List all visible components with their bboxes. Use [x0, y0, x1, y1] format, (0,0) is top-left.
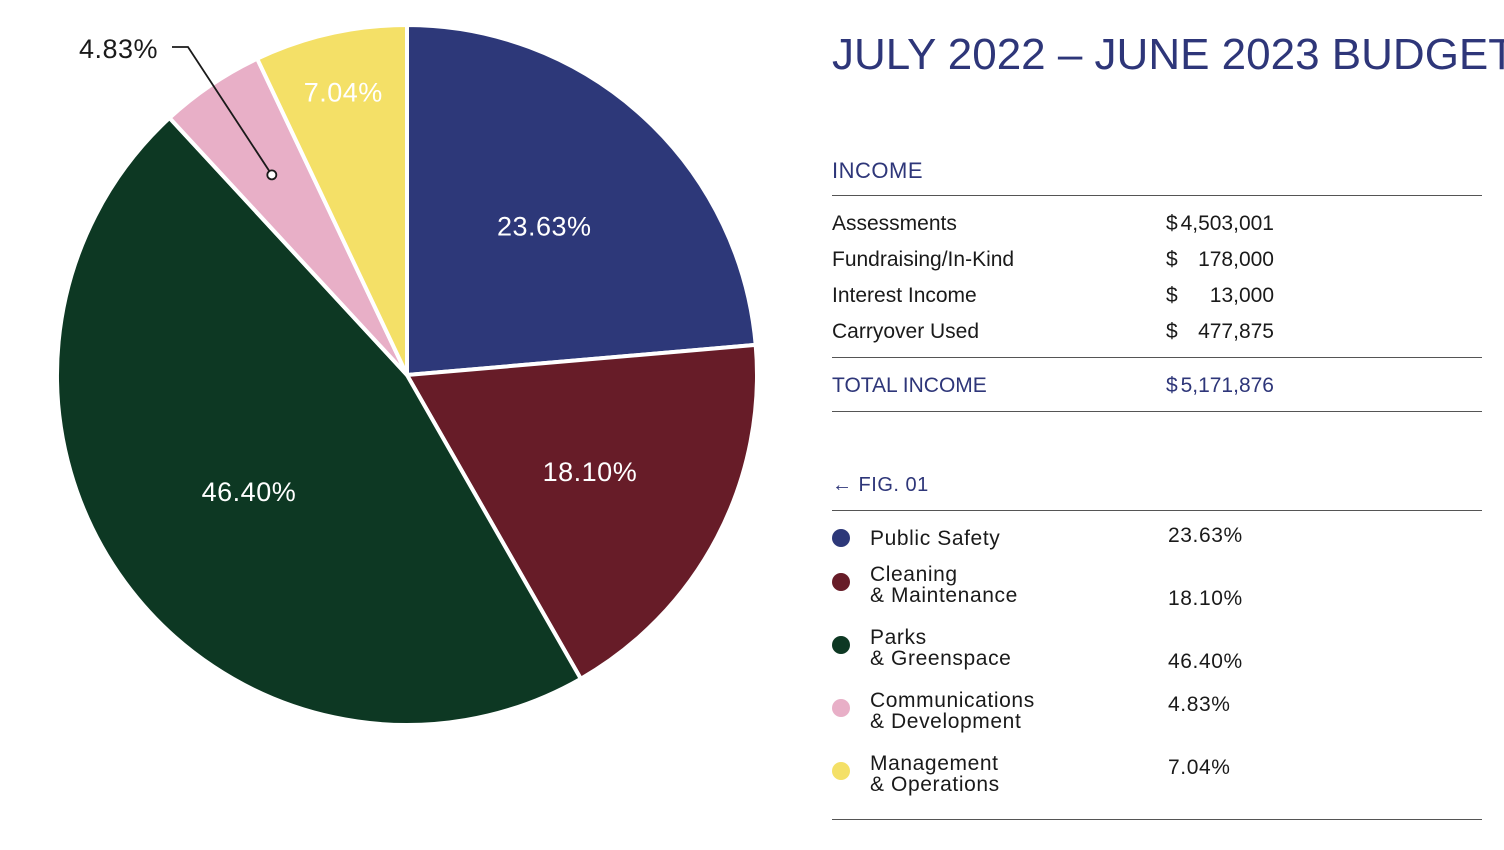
income-row: Assessments $ 4,503,001: [832, 212, 1482, 242]
legend-bottom-divider: [832, 819, 1482, 820]
income-top-divider: [832, 195, 1482, 196]
pie-chart: 23.63% 18.10% 46.40% 4.83% 7.04%: [55, 23, 759, 727]
income-row-amount: 178,000: [1198, 248, 1274, 271]
income-row: Fundraising/In-Kind $ 178,000: [832, 248, 1482, 278]
income-heading: INCOME: [832, 158, 923, 183]
pie-label-public-safety: 23.63%: [497, 211, 592, 241]
income-row: Carryover Used $ 477,875: [832, 320, 1482, 350]
pie-slice-cleaning-maintenance: [405, 342, 759, 681]
income-row-label: Assessments: [832, 212, 957, 235]
legend-item-percent: 23.63%: [1168, 524, 1243, 547]
legend-item-label: Communications & Development: [870, 689, 1035, 733]
pie-slice-management-operations: [255, 23, 409, 377]
legend-swatch: [832, 573, 850, 591]
pie-leader-dot: [266, 169, 278, 181]
legend-item-label: Management & Operations: [870, 752, 1000, 796]
budget-panel: JULY 2022 – JUNE 2023 BUDGET INCOME Asse…: [832, 0, 1504, 850]
pie-label-communications-development: 4.83%: [79, 34, 158, 64]
legend-swatch: [832, 636, 850, 654]
income-row-currency: $: [1166, 212, 1178, 235]
income-row-amount: 13,000: [1209, 284, 1274, 307]
pie-leader-line: [172, 46, 273, 176]
legend-item-percent: 18.10%: [1168, 587, 1243, 610]
income-row-label: Carryover Used: [832, 320, 980, 343]
legend-top-divider: [832, 510, 1482, 511]
legend-item-percent: 4.83%: [1168, 693, 1231, 716]
legend-item-percent: 7.04%: [1168, 756, 1231, 779]
legend-item-percent: 46.40%: [1168, 650, 1243, 673]
income-total-currency: $: [1166, 374, 1178, 397]
legend-item-label: Parks & Greenspace: [870, 626, 1012, 670]
income-row-label: Interest Income: [832, 284, 977, 307]
pie-slice-parks-greenspace: [55, 115, 583, 727]
income-row-amount: 4,503,001: [1180, 212, 1274, 235]
legend-item-label: Public Safety: [870, 527, 1001, 550]
pie-label-management-operations: 7.04%: [304, 78, 383, 108]
income-row-currency: $: [1166, 248, 1178, 271]
income-bottom-divider: [832, 411, 1482, 412]
legend-item-label: Cleaning & Maintenance: [870, 563, 1018, 607]
income-total-row: TOTAL INCOME $ 5,171,876: [832, 374, 1482, 404]
income-row-currency: $: [1166, 320, 1178, 343]
legend-swatch: [832, 762, 850, 780]
income-row-currency: $: [1166, 284, 1178, 307]
legend-swatch: [832, 529, 850, 547]
pie-label-parks-greenspace: 46.40%: [202, 477, 297, 507]
figure-heading: ← FIG. 01: [832, 474, 929, 496]
income-row-amount: 477,875: [1198, 320, 1274, 343]
pie-label-cleaning-maintenance: 18.10%: [543, 457, 638, 487]
legend-swatch: [832, 699, 850, 717]
income-total-amount: 5,171,876: [1180, 374, 1274, 397]
page-title: JULY 2022 – JUNE 2023 BUDGET: [832, 30, 1504, 79]
income-row-label: Fundraising/In-Kind: [832, 248, 1015, 271]
income-total-divider: [832, 357, 1482, 358]
income-row: Interest Income $ 13,000: [832, 284, 1482, 314]
income-total-label: TOTAL INCOME: [832, 374, 987, 397]
pie-slice-public-safety: [405, 23, 758, 377]
